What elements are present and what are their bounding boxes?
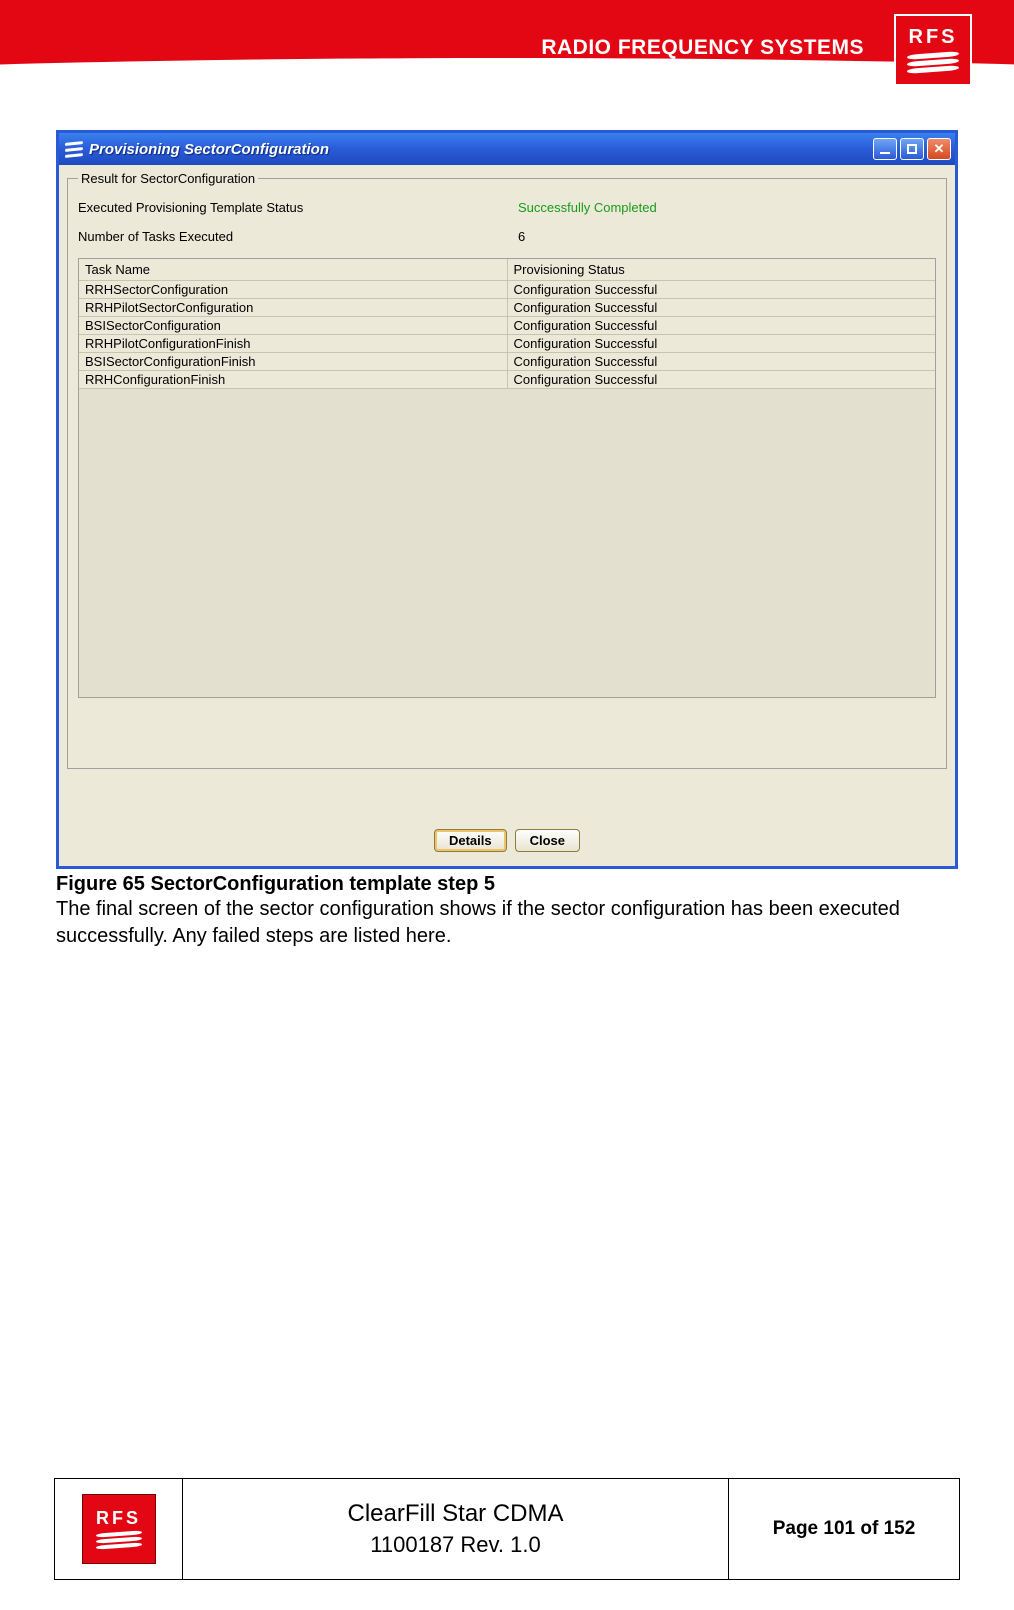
figure-title: Figure 65 SectorConfiguration template s…: [56, 873, 495, 895]
close-window-button[interactable]: ✕: [927, 138, 951, 160]
cell-provisioning-status: Configuration Successful: [507, 371, 935, 389]
cell-provisioning-status: Configuration Successful: [507, 335, 935, 353]
cell-provisioning-status: Configuration Successful: [507, 317, 935, 335]
table-row[interactable]: BSISectorConfigurationConfiguration Succ…: [79, 317, 935, 335]
header-logo-text: RFS: [909, 27, 958, 47]
table-row[interactable]: RRHConfigurationFinishConfiguration Succ…: [79, 371, 935, 389]
table-row[interactable]: RRHSectorConfigurationConfiguration Succ…: [79, 281, 935, 299]
doc-title: ClearFill Star CDMA: [347, 1500, 563, 1528]
count-row: Number of Tasks Executed 6: [78, 229, 936, 244]
table-header-row: Task Name Provisioning Status: [79, 259, 935, 281]
page-header: RADIO FREQUENCY SYSTEMS RFS: [0, 0, 1014, 110]
footer-doc-cell: ClearFill Star CDMA 1100187 Rev. 1.0: [183, 1479, 729, 1579]
figure-description: The final screen of the sector configura…: [56, 896, 958, 950]
app-icon: [65, 140, 83, 158]
col-task-name[interactable]: Task Name: [79, 259, 507, 281]
page-footer: RFS ClearFill Star CDMA 1100187 Rev. 1.0…: [54, 1478, 960, 1580]
header-curve: [0, 56, 1014, 104]
header-brand-text: RADIO FREQUENCY SYSTEMS: [541, 36, 864, 60]
window-body: Result for SectorConfiguration Executed …: [59, 165, 955, 866]
cell-task-name: RRHPilotSectorConfiguration: [79, 299, 507, 317]
window-title: Provisioning SectorConfiguration: [89, 141, 873, 158]
minimize-button[interactable]: [873, 138, 897, 160]
fieldset-legend: Result for SectorConfiguration: [78, 171, 258, 186]
cell-task-name: BSISectorConfiguration: [79, 317, 507, 335]
task-table-container: Task Name Provisioning Status RRHSectorC…: [78, 258, 936, 698]
window-control-buttons: ✕: [873, 138, 951, 160]
cell-task-name: RRHSectorConfiguration: [79, 281, 507, 299]
cell-task-name: RRHPilotConfigurationFinish: [79, 335, 507, 353]
count-label: Number of Tasks Executed: [78, 229, 518, 244]
cell-provisioning-status: Configuration Successful: [507, 281, 935, 299]
page-number: Page 101 of 152: [773, 1518, 916, 1540]
cell-provisioning-status: Configuration Successful: [507, 353, 935, 371]
footer-logo-text: RFS: [96, 1509, 141, 1527]
cell-provisioning-status: Configuration Successful: [507, 299, 935, 317]
header-logo: RFS: [894, 14, 972, 86]
status-row: Executed Provisioning Template Status Su…: [78, 200, 936, 215]
table-row[interactable]: RRHPilotConfigurationFinishConfiguration…: [79, 335, 935, 353]
wave-icon: [907, 51, 959, 74]
table-row[interactable]: BSISectorConfigurationFinishConfiguratio…: [79, 353, 935, 371]
window-titlebar[interactable]: Provisioning SectorConfiguration ✕: [59, 133, 955, 165]
details-button[interactable]: Details: [434, 829, 507, 852]
result-fieldset: Result for SectorConfiguration Executed …: [67, 171, 947, 769]
footer-logo-cell: RFS: [55, 1479, 183, 1579]
provisioning-window: Provisioning SectorConfiguration ✕ Resul…: [56, 130, 958, 869]
wave-icon: [96, 1530, 142, 1550]
status-value: Successfully Completed: [518, 200, 657, 215]
count-value: 6: [518, 229, 525, 244]
doc-revision: 1100187 Rev. 1.0: [370, 1532, 540, 1558]
footer-page-cell: Page 101 of 152: [729, 1479, 959, 1579]
table-row[interactable]: RRHPilotSectorConfigurationConfiguration…: [79, 299, 935, 317]
cell-task-name: BSISectorConfigurationFinish: [79, 353, 507, 371]
cell-task-name: RRHConfigurationFinish: [79, 371, 507, 389]
close-button[interactable]: Close: [515, 829, 580, 852]
footer-logo: RFS: [82, 1494, 156, 1564]
page-content: Provisioning SectorConfiguration ✕ Resul…: [0, 110, 1014, 950]
maximize-button[interactable]: [900, 138, 924, 160]
button-row: Details Close: [67, 829, 947, 852]
col-provisioning-status[interactable]: Provisioning Status: [507, 259, 935, 281]
figure-caption: Figure 65 SectorConfiguration template s…: [56, 873, 958, 896]
task-table: Task Name Provisioning Status RRHSectorC…: [79, 259, 935, 389]
status-label: Executed Provisioning Template Status: [78, 200, 518, 215]
